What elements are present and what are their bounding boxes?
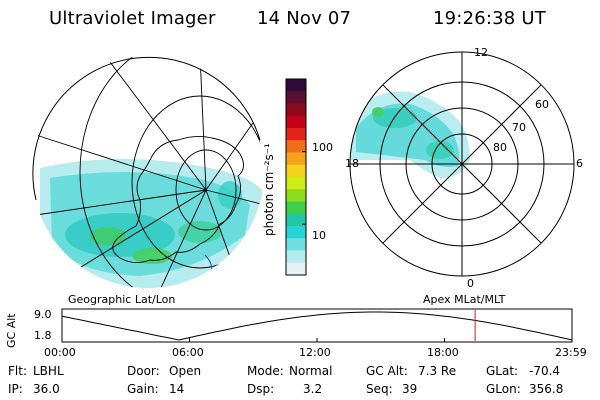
altitude-y-label-min: 1.8: [34, 329, 52, 342]
apex-grid: [349, 51, 575, 277]
instrument-title: Ultraviolet Imager: [49, 8, 216, 29]
altitude-x-label-1200: 12:00: [299, 346, 331, 359]
colorbar-segment: [286, 201, 306, 215]
colorbar-unit-label: photon cm⁻²s⁻¹: [262, 143, 276, 236]
seq-value: 39: [402, 382, 418, 396]
mode-label: Mode:: [247, 364, 284, 378]
geographic-map-panel: [32, 56, 264, 288]
colorbar-segment: [286, 140, 306, 153]
ip-label: IP:: [8, 382, 23, 396]
apex-polar-panel: [349, 51, 575, 277]
colorbar-segment: [286, 103, 306, 117]
altitude-x-ticks: [61, 338, 573, 342]
apex-aurora-emission: [350, 91, 470, 178]
colorbar-tick-100: 100: [312, 141, 333, 154]
colorbar-segment: [286, 226, 306, 239]
colorbar: [285, 78, 307, 276]
colorbar-frame: [285, 78, 307, 276]
altitude-y-label-max: 9.0: [34, 308, 52, 321]
geo-latitude-grid: [32, 56, 264, 288]
gc-alt-value: 7.3 Re: [418, 364, 457, 378]
colorbar-segment: [286, 189, 306, 202]
altitude-curve: [61, 311, 573, 341]
colorbar-segment: [286, 177, 306, 190]
colorbar-segment: [286, 128, 306, 141]
ip-value: 36.0: [33, 382, 60, 396]
mlt-label-0: 0: [467, 277, 474, 290]
gain-label: Gain:: [127, 382, 159, 396]
lat-label-60: 60: [535, 98, 549, 111]
filter-label: Flt:: [8, 364, 27, 378]
filter-value: LBHL: [33, 364, 64, 378]
date-label: 14 Nov 07: [257, 8, 352, 29]
colorbar-segment: [286, 152, 306, 166]
coastline: [112, 135, 244, 263]
colorbar-segment: [286, 164, 306, 178]
altitude-x-label-0000: 00:00: [44, 346, 76, 359]
door-label: Door:: [127, 364, 160, 378]
glat-label: GLat:: [486, 364, 519, 378]
altitude-plot: [61, 308, 573, 343]
colorbar-segment: [286, 262, 306, 276]
map-outer-rim: [32, 56, 261, 201]
dsp-label: Dsp:: [247, 382, 275, 396]
colorbar-segment: [286, 250, 306, 264]
lat-label-80: 80: [493, 141, 507, 154]
colorbar-segment: [286, 238, 306, 251]
colorbar-segment: [286, 115, 306, 129]
dsp-value: 3.2: [303, 382, 323, 396]
altitude-plot-frame: [61, 308, 573, 343]
lat-label-70: 70: [512, 121, 526, 134]
seq-label: Seq:: [366, 382, 393, 396]
colorbar-tick-10: 10: [312, 229, 326, 242]
mlt-label-18: 18: [345, 157, 359, 170]
mode-value: Normal: [289, 364, 333, 378]
mlt-label-12: 12: [474, 46, 488, 59]
altitude-axis-title: GC Alt: [5, 313, 18, 348]
altitude-x-label-1800: 18:00: [427, 346, 459, 359]
geo-aurora-emission: [40, 159, 262, 288]
geo-panel-caption: Geographic Lat/Lon: [68, 293, 176, 306]
glat-value: -70.4: [529, 364, 561, 378]
colorbar-segment: [286, 79, 306, 92]
gain-value: 14: [169, 382, 185, 396]
gc-alt-label: GC Alt:: [366, 364, 408, 378]
colorbar-segment: [286, 91, 306, 104]
colorbar-segment: [286, 213, 306, 227]
altitude-x-label-0600: 06:00: [172, 346, 204, 359]
altitude-x-label-2359: 23:59: [555, 346, 587, 359]
apex-panel-caption: Apex MLat/MLT: [423, 293, 506, 306]
time-label: 19:26:38 UT: [433, 8, 546, 29]
mlt-label-6: 6: [576, 157, 583, 170]
door-value: Open: [169, 364, 202, 378]
glon-value: 356.8: [529, 382, 564, 396]
glon-label: GLon:: [486, 382, 521, 396]
